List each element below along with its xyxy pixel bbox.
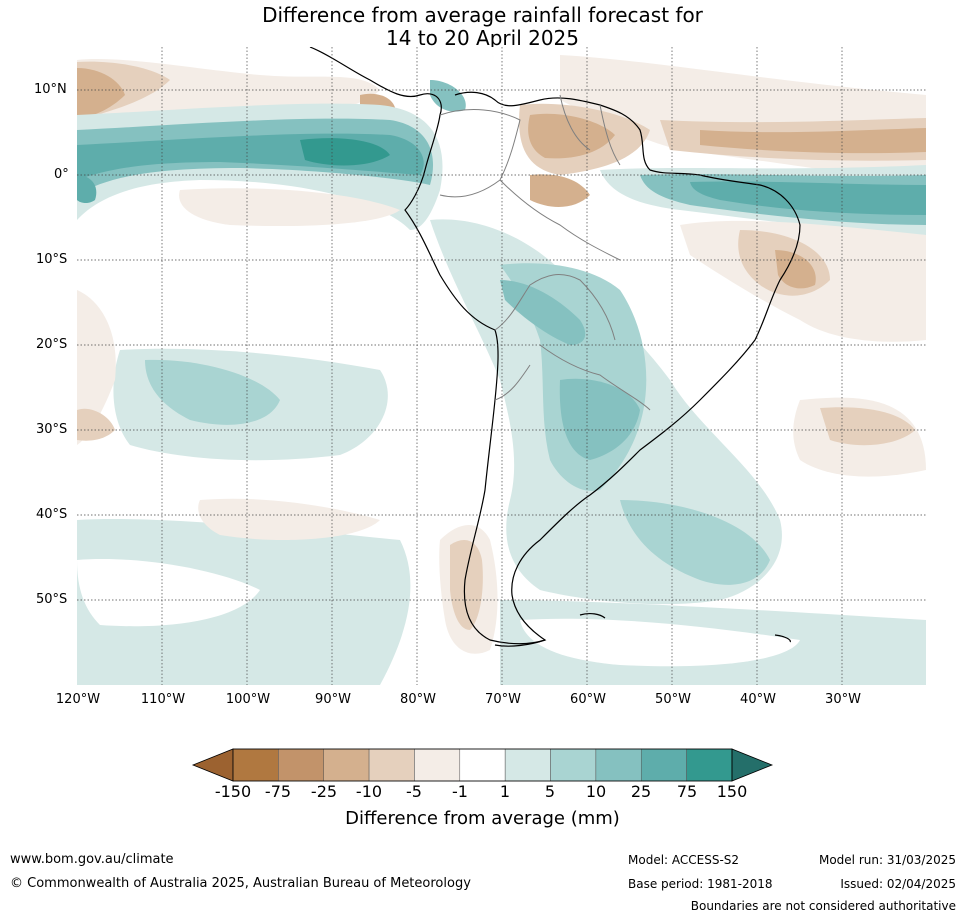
colorbar-tick-label: -75	[264, 782, 292, 801]
colorbar-swatch	[232, 748, 279, 782]
country-borders	[439, 94, 651, 411]
colorbar-tick-label: -10	[355, 782, 383, 801]
colorbar-swatch	[278, 748, 324, 782]
lon-label-70w: 70°W	[485, 692, 521, 707]
lat-label-10s: 10°S	[36, 252, 68, 267]
colorbar-swatch	[459, 748, 506, 782]
map-title: Difference from average rainfall forecas…	[0, 4, 965, 50]
footer-model: Model: ACCESS-S2	[628, 853, 740, 867]
colorbar-swatch	[550, 748, 597, 782]
lat-label-10n: 10°N	[34, 82, 67, 97]
colorbar-tick-label: 75	[676, 782, 698, 801]
colorbar-swatch	[414, 748, 461, 782]
rainfall-anomaly-fields	[77, 47, 926, 685]
colorbar-tick-label: 1	[499, 782, 511, 801]
graticule	[77, 47, 926, 685]
coastline	[309, 47, 801, 647]
colorbar-swatch	[323, 748, 370, 782]
colorbar-tick-label: 10	[585, 782, 607, 801]
colorbar-tick-label: -150	[214, 782, 252, 801]
colorbar	[191, 748, 774, 782]
colorbar-swatch	[640, 748, 687, 782]
colorbar-tick-label: -25	[310, 782, 338, 801]
colorbar-swatch	[686, 748, 733, 782]
footer-url[interactable]: www.bom.gov.au/climate	[10, 852, 174, 867]
colorbar-tick-label: -1	[452, 782, 468, 801]
lon-label-80w: 80°W	[400, 692, 436, 707]
lat-label-0: 0°	[54, 167, 69, 182]
map-title-line2: 14 to 20 April 2025	[385, 26, 580, 50]
lat-label-20s: 20°S	[36, 337, 68, 352]
colorbar-tick-label: 25	[630, 782, 652, 801]
lon-label-30w: 30°W	[825, 692, 861, 707]
colorbar-extend-low	[191, 748, 234, 782]
footer-base-period: Base period: 1981-2018	[628, 877, 773, 891]
colorbar-tick-label: -5	[406, 782, 422, 801]
footer-model-run: Model run: 31/03/2025	[818, 853, 956, 867]
lon-label-90w: 90°W	[315, 692, 351, 707]
colorbar-swatch	[595, 748, 642, 782]
colorbar-tick-label: 150	[716, 782, 748, 801]
footer-issued: Issued: 02/04/2025	[840, 877, 956, 891]
map-title-line1: Difference from average rainfall forecas…	[262, 3, 703, 27]
lon-label-110w: 110°W	[140, 692, 186, 707]
colorbar-title: Difference from average (mm)	[345, 808, 620, 829]
colorbar-extend-high	[731, 748, 774, 782]
lon-label-60w: 60°W	[570, 692, 606, 707]
colorbar-swatch	[504, 748, 551, 782]
footer-disclaimer: Boundaries are not considered authoritat…	[690, 899, 956, 913]
lon-label-100w: 100°W	[225, 692, 271, 707]
lat-label-30s: 30°S	[36, 422, 68, 437]
lat-label-40s: 40°S	[36, 507, 68, 522]
colorbar-swatch	[368, 748, 415, 782]
lon-label-40w: 40°W	[740, 692, 776, 707]
lon-label-120w: 120°W	[55, 692, 101, 707]
lon-label-50w: 50°W	[655, 692, 691, 707]
colorbar-outline	[232, 748, 733, 782]
footer-copyright: © Commonwealth of Australia 2025, Austra…	[10, 876, 471, 891]
colorbar-tick-label: 5	[544, 782, 556, 801]
lat-label-50s: 50°S	[36, 592, 68, 607]
